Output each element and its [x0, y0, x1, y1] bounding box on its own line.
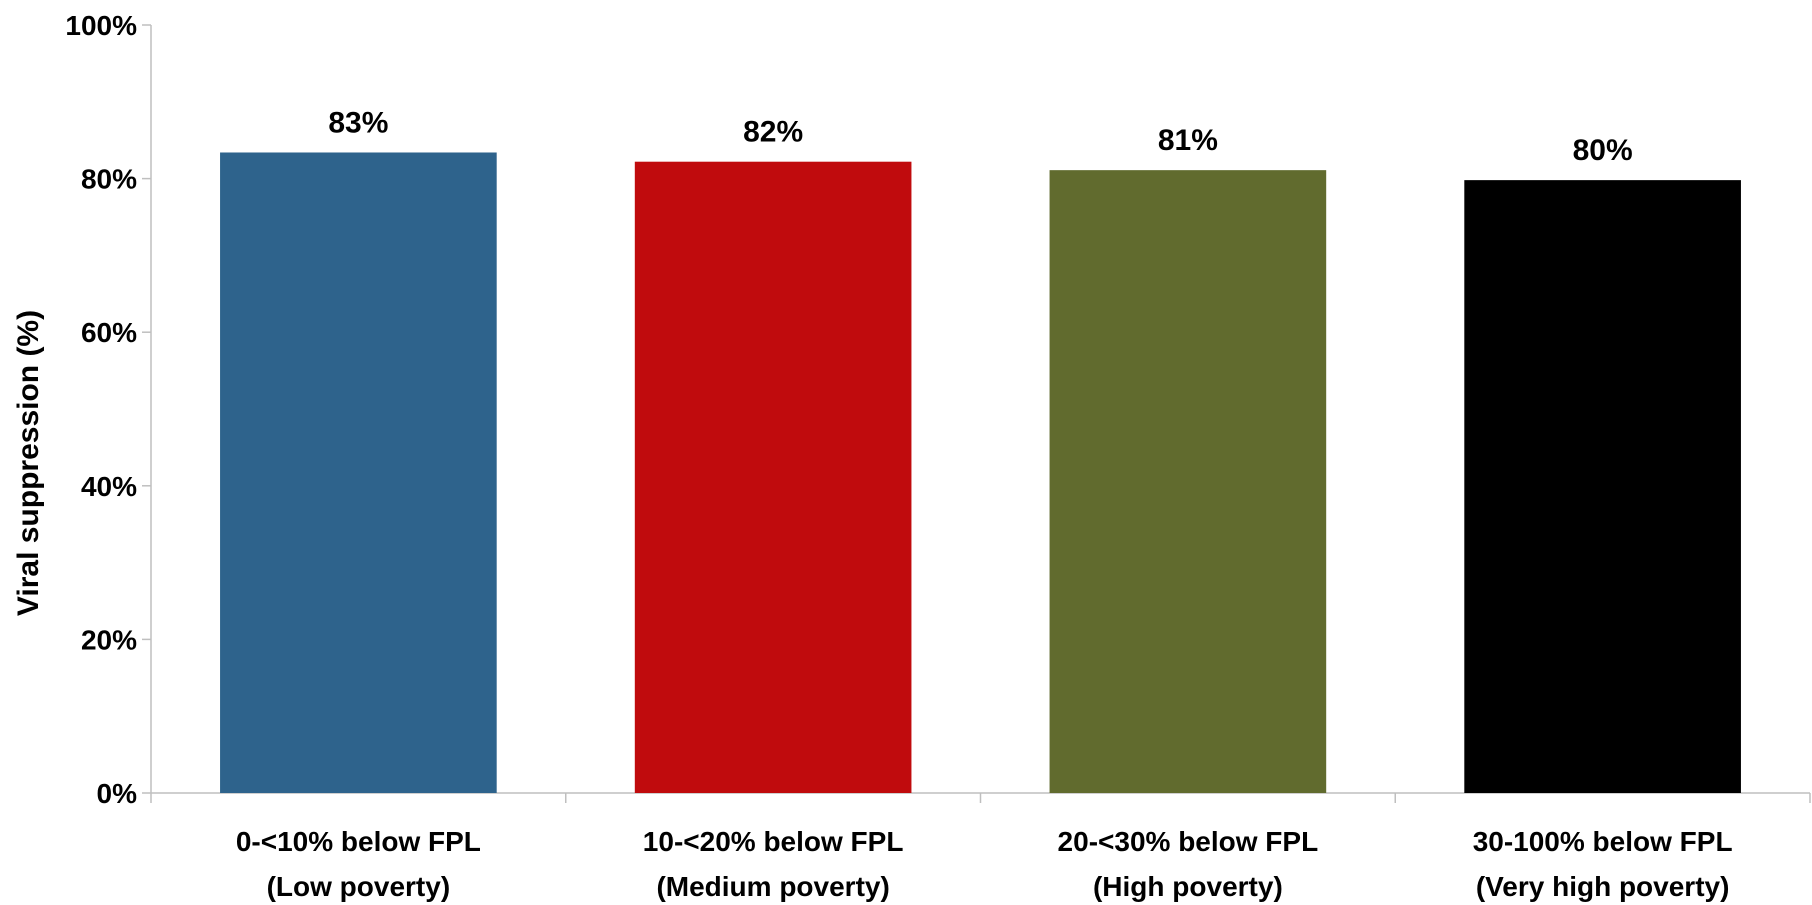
bar — [220, 152, 497, 793]
category-label: 10-<20% below FPL — [643, 826, 904, 857]
y-tick-label: 80% — [81, 164, 137, 195]
y-tick-label: 0% — [97, 778, 138, 809]
data-label: 82% — [743, 116, 803, 149]
category-label: 30-100% below FPL — [1473, 826, 1733, 857]
data-label: 80% — [1573, 134, 1633, 167]
category-label: (Low poverty) — [267, 871, 451, 902]
category-label: (Medium poverty) — [656, 871, 889, 902]
bar — [1464, 180, 1741, 794]
x-axis — [150, 792, 1811, 803]
data-label: 81% — [1158, 124, 1218, 157]
category-label: (Very high poverty) — [1476, 871, 1730, 902]
category-label: 0-<10% below FPL — [236, 826, 481, 857]
y-tick-label: 40% — [81, 471, 137, 502]
bar — [634, 161, 912, 794]
y-tick-label: 100% — [65, 10, 137, 41]
category-label: 20-<30% below FPL — [1058, 826, 1319, 857]
bars — [220, 152, 1741, 794]
y-tick-label: 60% — [81, 317, 137, 348]
category-label: (High poverty) — [1093, 871, 1283, 902]
y-axis: 0% 20% 40% 60% 80% 100% — [65, 10, 152, 809]
data-label: 83% — [328, 106, 388, 139]
bar — [1049, 170, 1327, 794]
category-labels: 0-<10% below FPL (Low poverty) 10-<20% bel… — [236, 826, 1733, 902]
data-labels: 83% 82% 81% 80% — [328, 106, 1632, 167]
y-tick-label: 20% — [81, 624, 137, 655]
y-axis-title: Viral suppression (%) — [12, 310, 45, 616]
